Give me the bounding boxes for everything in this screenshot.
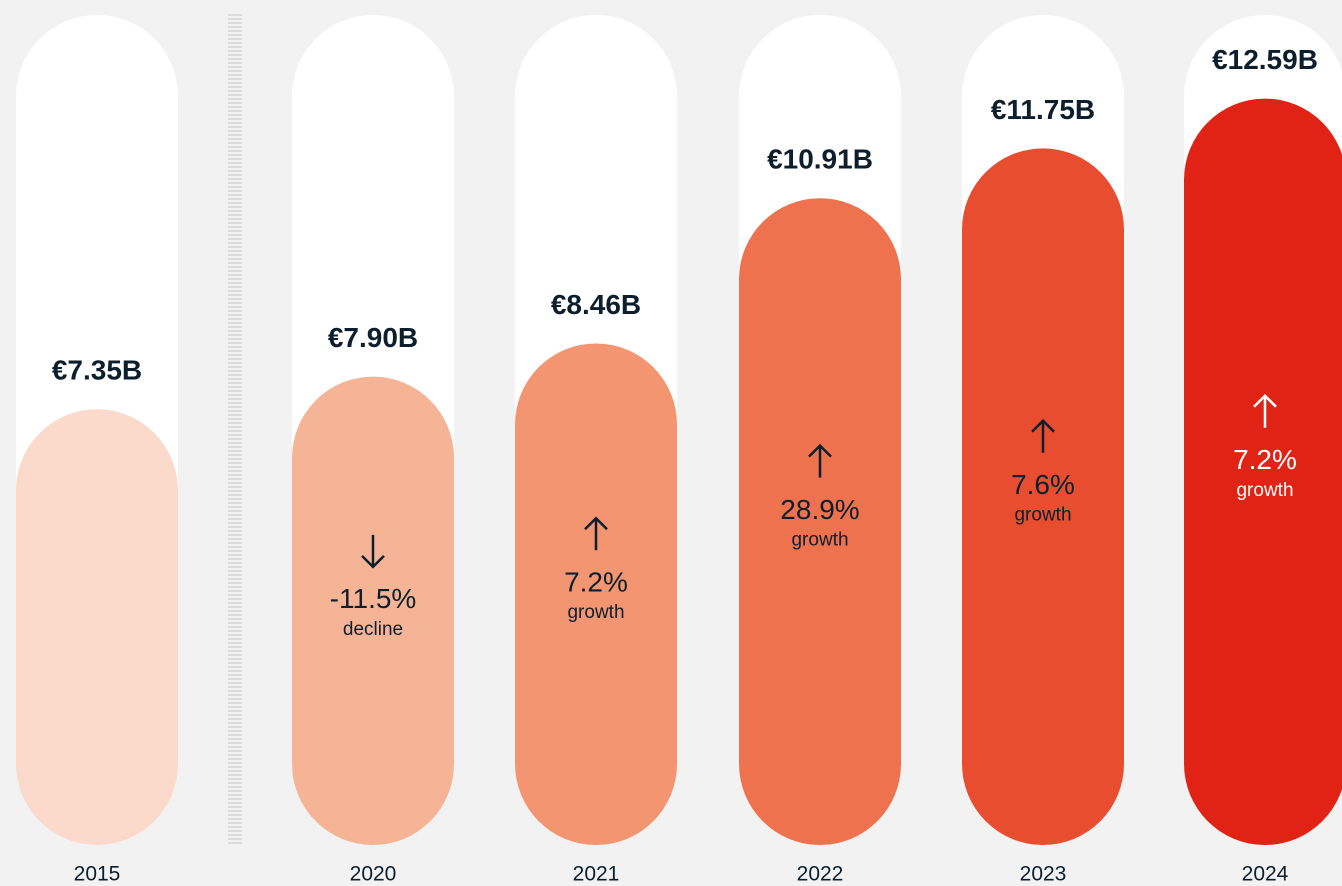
change-label: 7.2% <box>564 567 628 598</box>
change-note: growth <box>567 602 624 623</box>
arrow <box>1031 418 1055 453</box>
change-note: growth <box>1236 480 1293 501</box>
x-tick-label: 2023 <box>1020 863 1067 886</box>
bar <box>292 376 454 845</box>
bar <box>16 409 178 845</box>
arrow <box>584 516 608 551</box>
value-label: €10.91B <box>767 144 873 175</box>
bar <box>515 343 677 845</box>
x-tick-label: 2021 <box>573 863 620 886</box>
arrow <box>361 534 385 569</box>
x-tick-label: 2022 <box>797 863 844 886</box>
x-tick-label: 2020 <box>350 863 397 886</box>
value-label: €12.59B <box>1212 44 1318 75</box>
bar <box>739 198 901 845</box>
x-tick-label: 2015 <box>74 863 121 886</box>
arrow <box>808 443 832 478</box>
value-label: €11.75B <box>991 94 1095 125</box>
bar <box>962 148 1124 846</box>
change-label: -11.5% <box>330 583 417 614</box>
x-tick-label: 2024 <box>1242 863 1289 886</box>
change-note: growth <box>1014 505 1071 526</box>
change-label: 28.9% <box>780 494 859 525</box>
arrow <box>1253 394 1277 428</box>
change-label: 7.6% <box>1011 469 1075 500</box>
change-note: growth <box>791 530 848 551</box>
value-label: €7.90B <box>328 322 418 353</box>
value-label: €7.35B <box>52 355 142 386</box>
bar <box>1184 98 1342 845</box>
value-label: €8.46B <box>551 289 641 320</box>
change-note: decline <box>343 619 403 640</box>
change-label: 7.2% <box>1233 444 1297 475</box>
